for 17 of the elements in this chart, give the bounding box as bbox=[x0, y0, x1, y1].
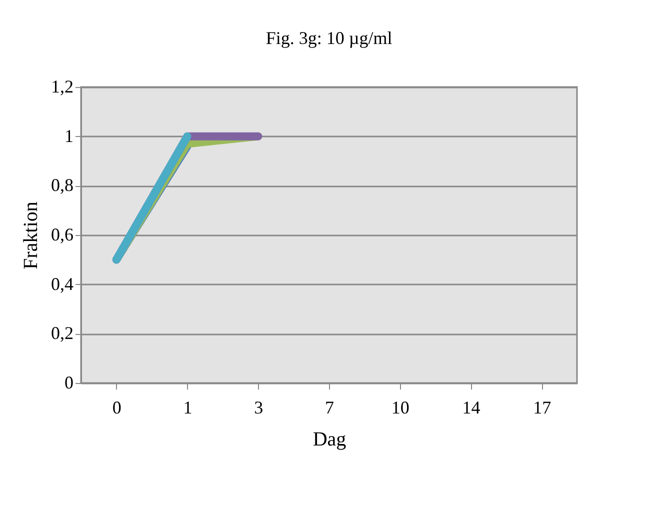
x-axis-title: Dag bbox=[312, 428, 346, 450]
x-tick-label: 0 bbox=[112, 398, 122, 418]
y-tick-label: 0,8 bbox=[51, 175, 74, 196]
x-tick-label: 3 bbox=[254, 398, 264, 418]
y-tick-label: 0,6 bbox=[51, 224, 74, 244]
x-tick-label: 7 bbox=[325, 398, 334, 418]
y-axis-title: Fraktion bbox=[20, 202, 42, 270]
chart-title: Fig. 3g: 10 µg/ml bbox=[266, 28, 392, 48]
x-tick-label: 17 bbox=[533, 398, 552, 418]
y-tick-label: 0 bbox=[64, 372, 74, 392]
y-tick-label: 0,4 bbox=[51, 274, 74, 294]
y-tick-label: 0,2 bbox=[51, 323, 74, 344]
x-tick-label: 14 bbox=[462, 398, 480, 418]
y-tick-label: 1 bbox=[64, 126, 74, 146]
y-tick-label: 1,2 bbox=[51, 76, 74, 96]
x-tick-label: 10 bbox=[391, 398, 410, 418]
x-tick-label: 1 bbox=[183, 398, 192, 418]
